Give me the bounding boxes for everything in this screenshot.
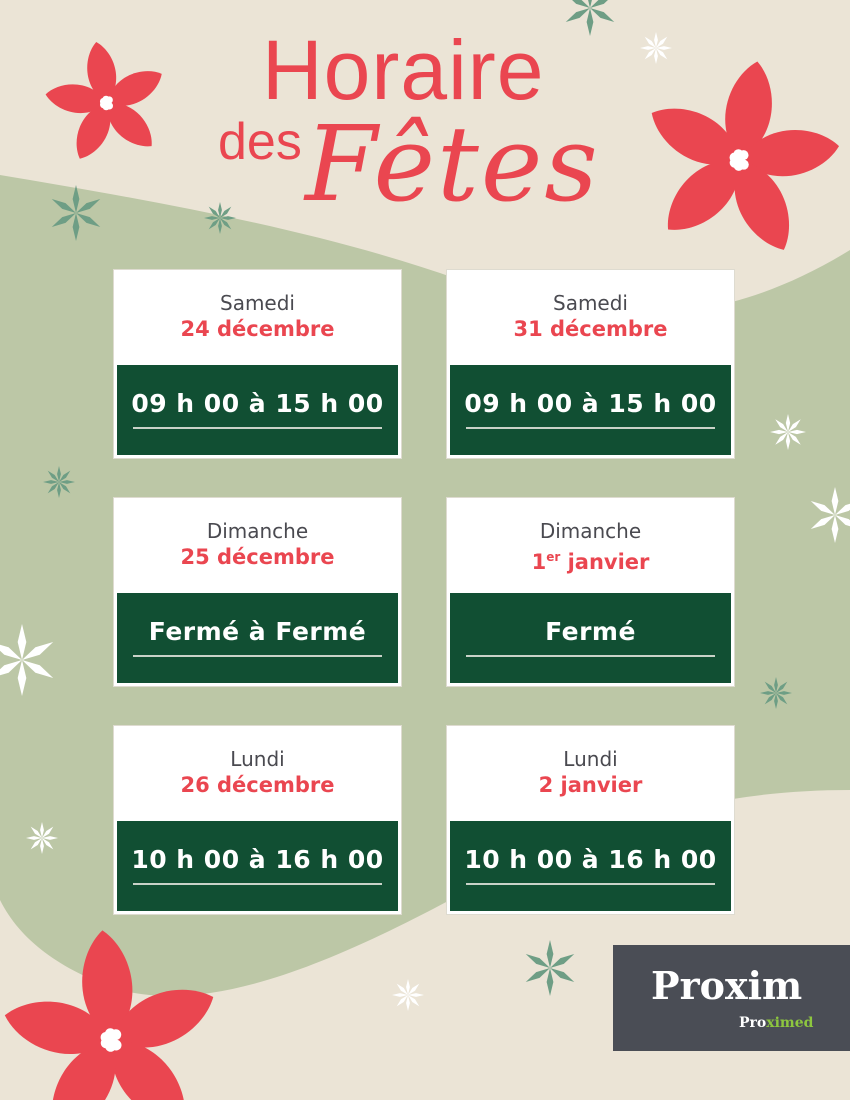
snowflake-icon	[0, 624, 54, 696]
card-header: Samedi 24 décembre	[117, 273, 398, 365]
card-hours: 10 h 00 à 16 h 00	[464, 845, 717, 874]
card-date: 26 décembre	[180, 773, 335, 797]
title-horaire: Horaire	[262, 23, 545, 117]
card-hours-panel: Fermé	[450, 593, 731, 683]
card-hours-panel: 09 h 00 à 15 h 00	[117, 365, 398, 455]
card-date: 2 janvier	[538, 773, 643, 797]
divider	[466, 427, 715, 429]
date-superscript: er	[546, 550, 561, 564]
sparkle-icon	[760, 677, 792, 709]
snowflake-icon	[565, 0, 615, 36]
card-hours: 09 h 00 à 15 h 00	[131, 389, 384, 418]
snowflake-icon	[810, 487, 850, 543]
card-day: Lundi	[230, 747, 285, 771]
card-header: Dimanche 1er janvier	[450, 501, 731, 593]
sparkle-icon	[43, 466, 75, 498]
schedule-card: Lundi 2 janvier 10 h 00 à 16 h 00	[447, 726, 734, 914]
poinsettia-icon	[4, 930, 214, 1100]
card-hours-panel: Fermé à Fermé	[117, 593, 398, 683]
card-day: Samedi	[220, 291, 295, 315]
schedule-card: Samedi 31 décembre 09 h 00 à 15 h 00	[447, 270, 734, 458]
logo-sub: Proximed	[739, 1015, 814, 1031]
sparkle-icon	[640, 32, 672, 64]
title-des: des	[218, 113, 302, 171]
snowflake-icon	[525, 940, 575, 996]
card-day: Dimanche	[539, 519, 642, 543]
divider	[133, 883, 382, 885]
card-hours: 09 h 00 à 15 h 00	[464, 389, 717, 418]
card-hours-panel: 09 h 00 à 15 h 00	[450, 365, 731, 455]
snowflake-icon	[51, 185, 101, 241]
card-hours: Fermé à Fermé	[148, 617, 367, 646]
card-day: Lundi	[563, 747, 618, 771]
sparkle-icon	[770, 414, 806, 450]
card-date: 1er janvier	[531, 550, 650, 574]
card-header: Dimanche 25 décembre	[117, 501, 398, 593]
card-header: Lundi 2 janvier	[450, 729, 731, 821]
card-date: 31 décembre	[513, 317, 668, 341]
logo-brand: Proxim	[651, 963, 803, 1008]
card-date: 25 décembre	[180, 545, 335, 569]
poinsettia-icon	[651, 61, 840, 250]
schedule-card: Lundi 26 décembre 10 h 00 à 16 h 00	[114, 726, 401, 914]
poinsettia-icon	[45, 41, 162, 159]
card-header: Samedi 31 décembre	[450, 273, 731, 365]
sparkle-icon	[392, 979, 424, 1011]
schedule-card: Samedi 24 décembre 09 h 00 à 15 h 00	[114, 270, 401, 458]
card-day: Dimanche	[206, 519, 309, 543]
card-day: Samedi	[553, 291, 628, 315]
card-date: 24 décembre	[180, 317, 335, 341]
divider	[466, 655, 715, 657]
divider	[133, 655, 382, 657]
sparkle-icon	[26, 822, 58, 854]
schedule-card: Dimanche 25 décembre Fermé à Fermé	[114, 498, 401, 686]
proxim-logo: Proxim Proximed	[613, 945, 850, 1051]
sparkle-icon	[204, 202, 236, 234]
card-hours: 10 h 00 à 16 h 00	[131, 845, 384, 874]
card-hours: Fermé	[545, 617, 636, 646]
divider	[133, 427, 382, 429]
card-hours-panel: 10 h 00 à 16 h 00	[117, 821, 398, 911]
divider	[466, 883, 715, 885]
card-header: Lundi 26 décembre	[117, 729, 398, 821]
schedule-card: Dimanche 1er janvier Fermé	[447, 498, 734, 686]
card-hours-panel: 10 h 00 à 16 h 00	[450, 821, 731, 911]
title-fetes: Fêtes	[305, 103, 600, 225]
